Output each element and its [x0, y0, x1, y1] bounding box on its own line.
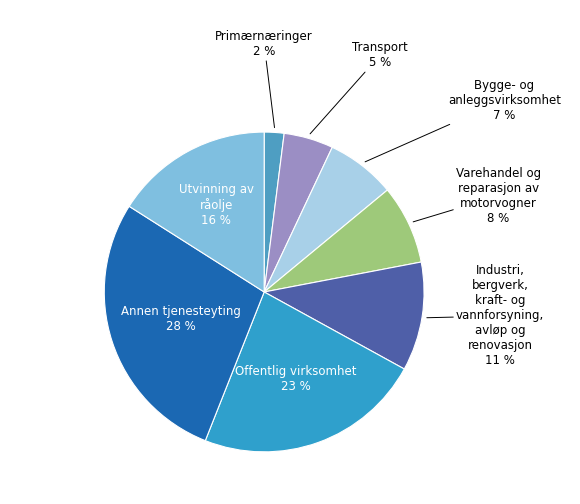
- Wedge shape: [104, 206, 264, 440]
- Text: Varehandel og
reparasjon av
motorvogner
8 %: Varehandel og reparasjon av motorvogner …: [413, 167, 541, 225]
- Text: Offentlig virksomhet
23 %: Offentlig virksomhet 23 %: [235, 365, 356, 393]
- Text: Annen tjenesteyting
28 %: Annen tjenesteyting 28 %: [121, 305, 241, 333]
- Wedge shape: [264, 134, 332, 292]
- Wedge shape: [205, 292, 404, 452]
- Wedge shape: [264, 147, 387, 292]
- Wedge shape: [129, 132, 264, 292]
- Text: Industri,
bergverk,
kraft- og
vannforsyning,
avløp og
renovasjon
11 %: Industri, bergverk, kraft- og vannforsyn…: [427, 265, 544, 367]
- Text: Bygge- og
anleggsvirksomhet
7 %: Bygge- og anleggsvirksomhet 7 %: [365, 79, 561, 162]
- Text: Utvinning av
råolje
16 %: Utvinning av råolje 16 %: [179, 183, 254, 227]
- Wedge shape: [264, 262, 424, 369]
- Text: Transport
5 %: Transport 5 %: [310, 41, 408, 134]
- Wedge shape: [264, 190, 421, 292]
- Wedge shape: [264, 132, 284, 292]
- Text: Primærnæringer
2 %: Primærnæringer 2 %: [215, 30, 313, 128]
